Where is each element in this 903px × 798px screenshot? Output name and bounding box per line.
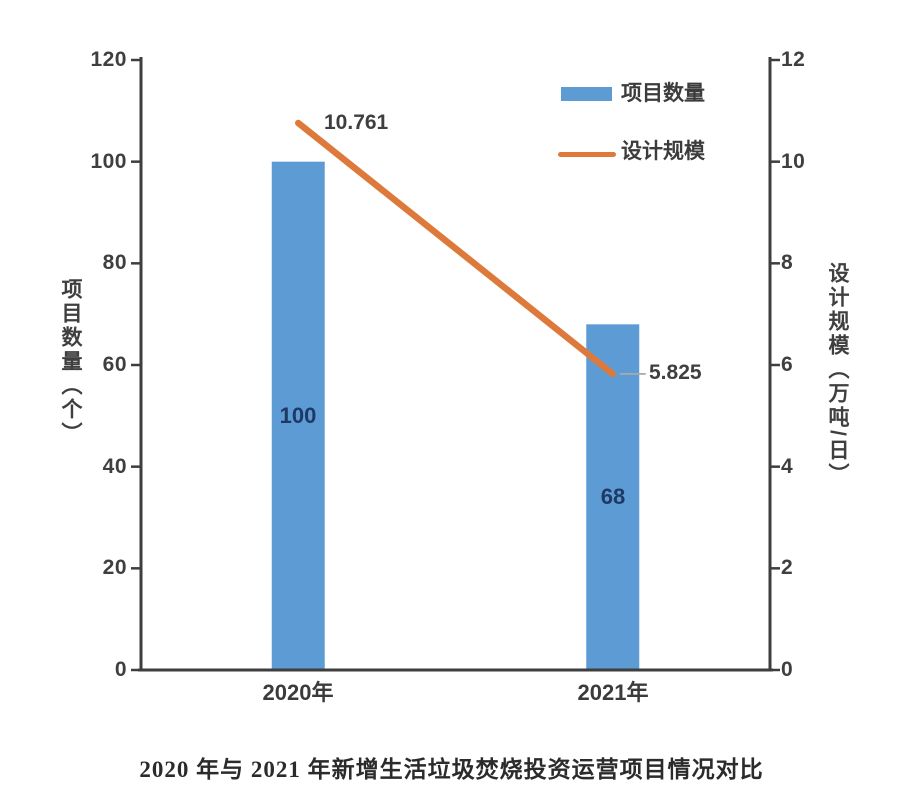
bar-value-label-2021: 68: [600, 484, 626, 509]
right-axis-tick: 12: [781, 48, 806, 71]
legend-label-bar-series: 项目数量: [621, 82, 705, 105]
right-axis-tick: 8: [781, 251, 794, 274]
right-axis-tick: 4: [781, 455, 794, 478]
legend-swatch-bar-icon: [561, 87, 612, 101]
bar-2020年: [271, 161, 325, 670]
line-value-label-2021: 5.825: [649, 361, 702, 384]
bar-value-label-2020: 100: [279, 403, 317, 428]
chart-caption: 2020 年与 2021 年新增生活垃圾焚烧投资运营项目情况对比: [139, 757, 764, 782]
x-axis-label-2021: 2021年: [577, 680, 649, 705]
right-axis-tick: 0: [781, 658, 794, 681]
legend: 项目数量 设计规模: [558, 82, 791, 177]
right-axis-tick: 2: [781, 556, 794, 579]
left-axis-tick: 120: [90, 48, 127, 71]
left-axis-tick: 100: [90, 150, 127, 173]
left-axis-tick: 40: [102, 455, 127, 478]
left-axis-tick: 20: [102, 556, 127, 579]
x-axis-label-2020: 2020年: [262, 680, 334, 705]
left-axis-title: 项目数量（个）: [59, 278, 82, 446]
right-axis-tick: 6: [781, 353, 794, 376]
legend-swatch-line-icon: [558, 152, 616, 157]
left-axis-tick: 0: [114, 658, 127, 681]
right-axis-title: 设计规模（万吨/日）: [826, 262, 849, 487]
bar-2021年: [586, 324, 640, 670]
left-axis-tick: 60: [102, 353, 127, 376]
line-series: [295, 119, 616, 378]
left-axis-tick: 80: [102, 251, 127, 274]
right-axis-tick: 10: [781, 150, 806, 173]
line-value-label-2020: 10.761: [324, 111, 389, 134]
legend-label-line-series: 设计规模: [621, 140, 705, 163]
